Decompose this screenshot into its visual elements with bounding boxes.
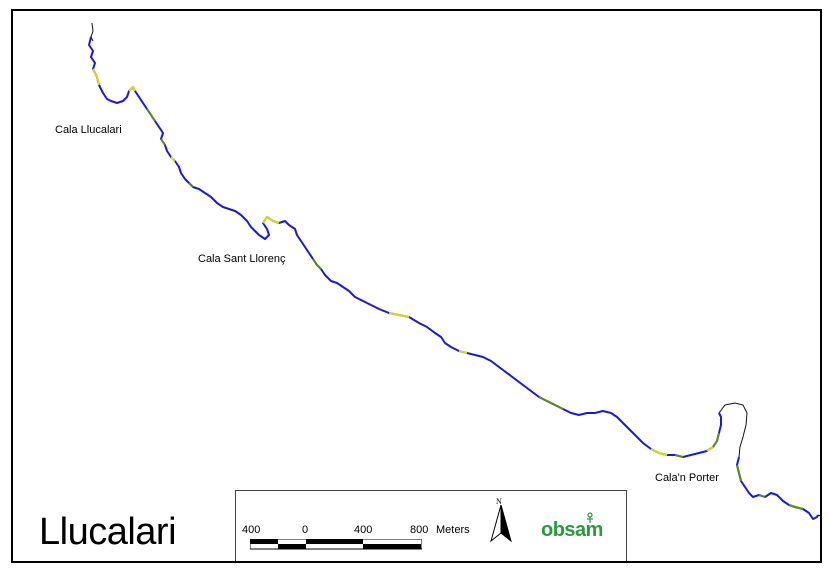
coastline-outline-top: [90, 22, 94, 42]
legend-box: 400 0 400 800 Meters N obsam: [235, 490, 627, 561]
coastline-yellow-segments: [92, 68, 714, 456]
place-label-cala-llucalari: Cala Llucalari: [55, 124, 122, 136]
north-letter: N: [496, 497, 502, 506]
map-title: Llucalari: [39, 511, 177, 553]
coastline-green-segments: [146, 108, 804, 510]
north-arrow-icon: [490, 504, 512, 543]
scale-label-400-left: 400: [242, 524, 261, 536]
scale-label-0: 0: [302, 524, 309, 536]
coastline-outline-porter: [718, 402, 748, 458]
map-frame: Cala Llucalari Cala Sant Llorenç Cala'n …: [11, 9, 822, 563]
scale-label-800: 800: [410, 524, 429, 536]
obsam-logo: obsam: [541, 519, 603, 541]
coastline-outline-end: [817, 514, 820, 517]
scale-label-400: 400: [354, 524, 373, 536]
scale-bar: [250, 539, 422, 550]
place-label-cala-sant-llorenc: Cala Sant Llorenç: [198, 253, 286, 265]
map-canvas: [88, 22, 820, 520]
coastline-east: [736, 456, 819, 520]
scale-units: Meters: [436, 524, 470, 536]
place-label-calan-porter: Cala'n Porter: [655, 472, 719, 484]
coastline-main: [88, 36, 722, 458]
logo-anchor-icon: [587, 512, 593, 523]
